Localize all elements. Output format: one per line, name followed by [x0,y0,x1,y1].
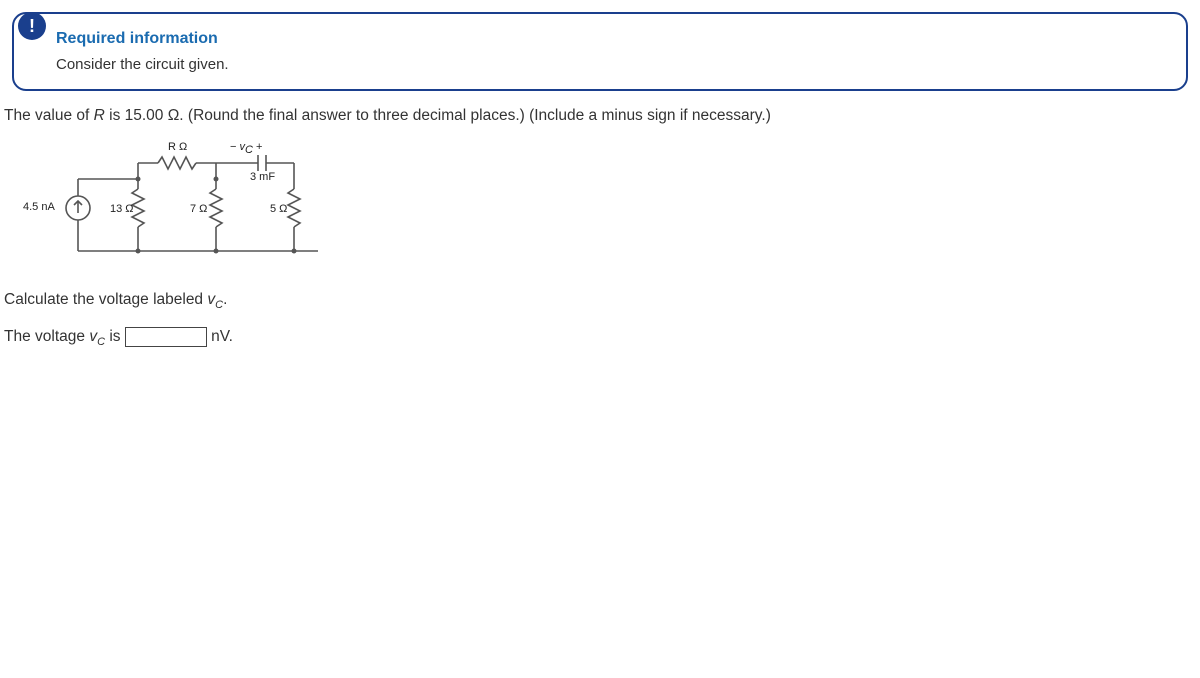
required-info-box: ! Required information Consider the circ… [12,12,1188,91]
answer-line: The voltage vC is nV. [4,327,1196,348]
r13-label: 13 Ω [110,203,134,215]
calculate-line: Calculate the voltage labeled vC. [4,291,1196,311]
unit-label: nV. [211,328,233,345]
alert-icon: ! [18,12,46,40]
required-info-text: Consider the circuit given. [56,56,1170,73]
required-info-title: Required information [56,30,1170,48]
r7-label: 7 Ω [190,203,207,215]
value-of-r-text: The value of R is 15.00 Ω. (Round the fi… [4,107,1196,125]
circuit-diagram: R Ω − vC + 3 mF 4.5 nA 13 Ω 7 Ω 5 Ω [18,141,328,271]
src-label: 4.5 nA [23,201,55,213]
vc-answer-input[interactable] [125,327,207,347]
cap-label: 3 mF [250,171,275,183]
r5-label: 5 Ω [270,203,287,215]
r-label: R Ω [168,141,187,153]
vc-polarity: − vC + [230,141,262,156]
